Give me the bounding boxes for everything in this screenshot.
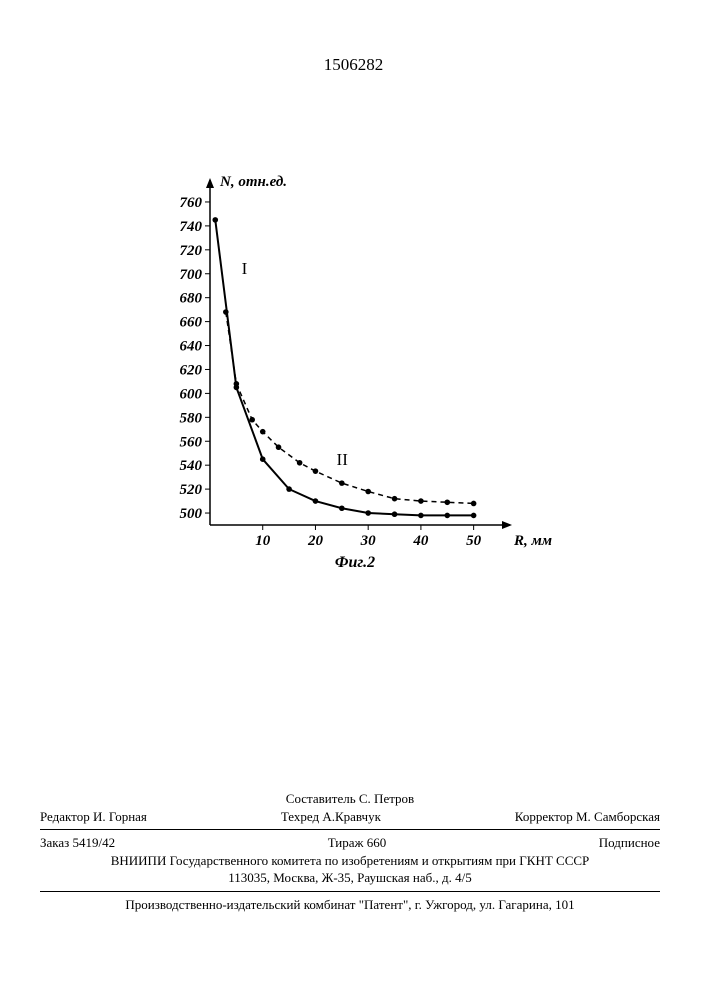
svg-text:50: 50 xyxy=(466,533,482,549)
svg-text:720: 720 xyxy=(180,243,203,259)
composer-credit: Составитель С. Петров xyxy=(40,790,660,808)
editor-credit: Редактор И. Горная xyxy=(40,808,147,826)
page-root: 1506282 500 520 540 560 580 600 620 640 660 680 70… xyxy=(0,0,707,1000)
svg-text:II: II xyxy=(337,450,349,469)
svg-text:540: 540 xyxy=(180,458,203,474)
svg-text:600: 600 xyxy=(180,386,203,402)
svg-text:N, отн.ед.: N, отн.ед. xyxy=(219,174,287,190)
svg-text:40: 40 xyxy=(412,533,429,549)
svg-text:580: 580 xyxy=(180,410,203,426)
order-number: Заказ 5419/42 xyxy=(40,834,115,852)
org-addr: 113035, Москва, Ж-35, Раушская наб., д. … xyxy=(40,869,660,887)
separator-1 xyxy=(40,829,660,830)
footer-block: Составитель С. Петров Редактор И. Горная… xyxy=(40,790,660,913)
chart-svg: 500 520 540 560 580 600 620 640 660 680 700 720 740 7… xyxy=(155,160,555,580)
corrector-credit: Корректор М. Самборская xyxy=(515,808,660,826)
svg-text:10: 10 xyxy=(255,533,271,549)
svg-text:740: 740 xyxy=(180,219,203,235)
techred-credit: Техред А.Кравчук xyxy=(281,808,381,826)
order-row: Заказ 5419/42 Тираж 660 Подписное xyxy=(40,834,660,852)
org-line-1: ВНИИПИ Государственного комитета по изоб… xyxy=(40,852,660,870)
svg-text:520: 520 xyxy=(180,482,203,498)
tirazh: Тираж 660 xyxy=(328,834,387,852)
svg-text:760: 760 xyxy=(180,195,203,211)
svg-text:640: 640 xyxy=(180,339,203,355)
chart-figure: 500 520 540 560 580 600 620 640 660 680 700 720 740 7… xyxy=(155,160,555,580)
podpisnoe: Подписное xyxy=(599,834,660,852)
separator-2 xyxy=(40,891,660,892)
svg-text:30: 30 xyxy=(360,533,377,549)
svg-text:620: 620 xyxy=(180,362,203,378)
svg-text:R, мм: R, мм xyxy=(513,533,552,549)
patent-number: 1506282 xyxy=(0,55,707,75)
svg-text:Фиг.2: Фиг.2 xyxy=(335,554,375,571)
svg-text:500: 500 xyxy=(180,506,203,522)
credits-row: Редактор И. Горная Техред А.Кравчук Корр… xyxy=(40,808,660,826)
org-line-2: Производственно-издательский комбинат "П… xyxy=(40,896,660,914)
svg-text:700: 700 xyxy=(180,267,203,283)
svg-text:680: 680 xyxy=(180,291,203,307)
svg-text:I: I xyxy=(242,259,248,278)
svg-text:20: 20 xyxy=(307,533,324,549)
svg-text:560: 560 xyxy=(180,434,203,450)
svg-text:660: 660 xyxy=(180,315,203,331)
